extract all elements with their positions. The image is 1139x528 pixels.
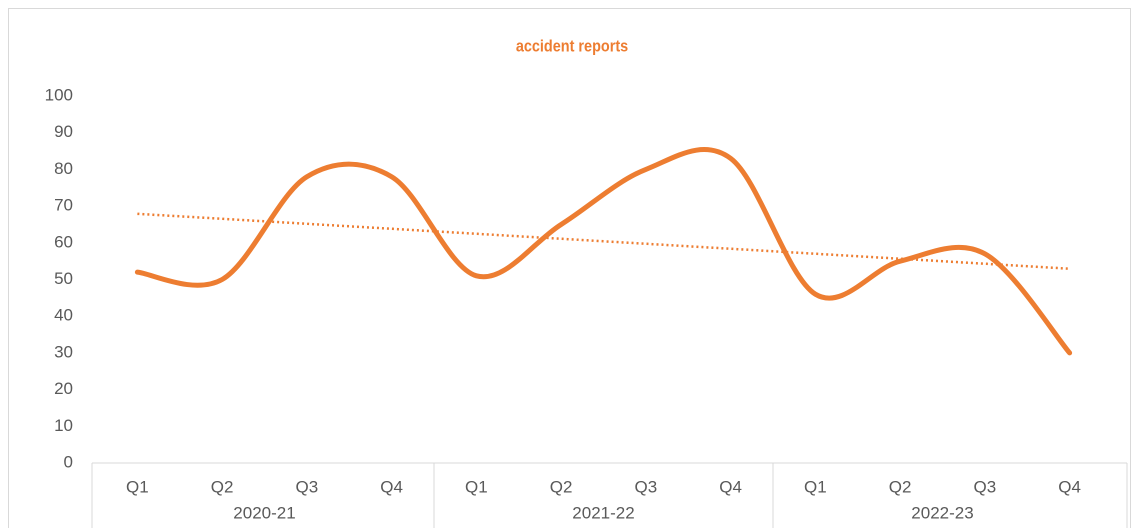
group-label: 2022-23 — [911, 503, 973, 522]
y-tick-label: 30 — [54, 342, 73, 361]
y-tick-label: 50 — [54, 269, 73, 288]
x-tick-label: Q4 — [719, 477, 742, 496]
x-tick-label: Q3 — [635, 477, 658, 496]
x-tick-label: Q1 — [804, 477, 827, 496]
y-tick-label: 100 — [45, 85, 73, 104]
x-tick-label: Q3 — [974, 477, 997, 496]
x-tick-label: Q2 — [211, 477, 234, 496]
y-tick-label: 70 — [54, 196, 73, 215]
x-tick-label: Q4 — [380, 477, 403, 496]
x-tick-label: Q2 — [550, 477, 573, 496]
y-tick-label: 0 — [64, 452, 73, 471]
y-tick-label: 20 — [54, 379, 73, 398]
chart-border — [8, 8, 1131, 528]
x-tick-label: Q1 — [126, 477, 149, 496]
series-line — [134, 147, 1073, 356]
y-tick-label: 10 — [54, 416, 73, 435]
x-tick-label: Q2 — [889, 477, 912, 496]
group-label: 2020-21 — [233, 503, 295, 522]
chart-title: accident reports — [516, 37, 629, 55]
trendline — [137, 212, 1070, 270]
y-tick-label: 90 — [54, 122, 73, 141]
y-tick-label: 40 — [54, 306, 73, 325]
group-label: 2021-22 — [572, 503, 634, 522]
x-tick-label: Q1 — [465, 477, 488, 496]
x-tick-label: Q3 — [296, 477, 319, 496]
y-tick-label: 60 — [54, 232, 73, 251]
x-tick-label: Q4 — [1058, 477, 1081, 496]
y-tick-label: 80 — [54, 159, 73, 178]
